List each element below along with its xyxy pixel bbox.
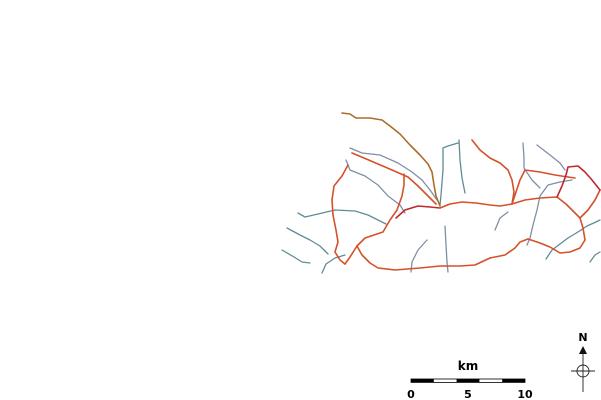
minor-route	[410, 239, 428, 273]
major-route	[344, 173, 405, 265]
minor-route	[439, 142, 459, 206]
major-route	[356, 238, 529, 271]
major-route	[341, 112, 441, 207]
major-route	[395, 205, 441, 219]
scale-bar-segment	[502, 379, 525, 383]
minor-route	[522, 142, 541, 189]
minor-route	[297, 209, 387, 225]
minor-route	[444, 225, 449, 273]
minor-route	[545, 219, 601, 260]
minor-route	[281, 249, 311, 264]
minor-route	[536, 144, 566, 171]
major-routes	[331, 112, 601, 271]
route-network	[281, 112, 601, 274]
scale-bar: km 0 5 10	[407, 359, 533, 400]
north-label: N	[578, 331, 587, 344]
major-route	[471, 139, 515, 205]
major-route	[351, 152, 437, 205]
north-arrow-icon	[571, 346, 595, 392]
north-arrow: N	[571, 331, 595, 392]
major-route	[556, 189, 601, 219]
minor-route	[458, 139, 466, 194]
minor-route	[589, 251, 601, 263]
scale-bar-segment	[411, 379, 434, 383]
major-route	[331, 164, 349, 265]
major-route	[556, 165, 601, 198]
scale-tick-10: 10	[517, 388, 533, 400]
minor-route	[321, 254, 346, 274]
scale-tick-5: 5	[464, 388, 472, 400]
minor-routes	[281, 139, 601, 274]
minor-route	[494, 211, 509, 231]
scale-tick-0: 0	[407, 388, 415, 400]
scale-bar-segment	[456, 379, 480, 383]
minor-route	[286, 227, 329, 255]
major-route	[527, 217, 586, 254]
minor-route	[349, 147, 438, 201]
minor-route	[345, 159, 406, 214]
minor-route	[526, 179, 573, 246]
scale-unit-label: km	[458, 359, 478, 373]
major-route	[439, 196, 558, 209]
